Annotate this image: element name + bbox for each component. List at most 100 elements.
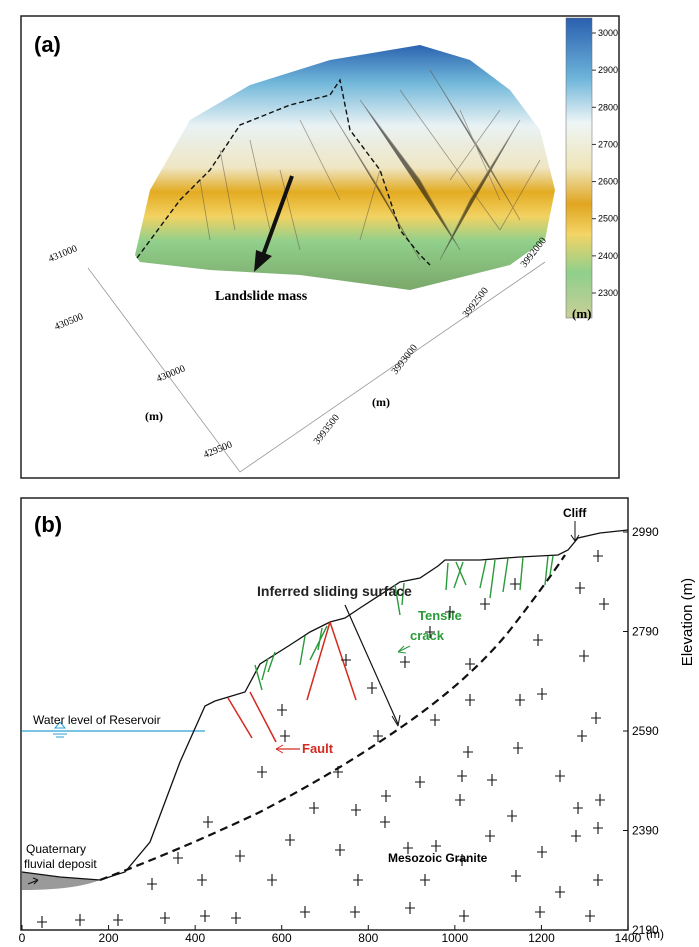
granite-cross — [335, 844, 345, 856]
granite-cross — [457, 770, 467, 782]
granite-cross — [510, 578, 520, 590]
granite-cross — [555, 886, 565, 898]
granite-cross — [415, 776, 425, 788]
deposit-label: fluvial deposit — [24, 857, 97, 871]
y-tick-label: 2190 — [632, 923, 659, 937]
easting-label: 430500 — [53, 311, 85, 332]
granite-cross — [197, 874, 207, 886]
granite-cross — [515, 694, 525, 706]
colorbar-tick-label: 2500 — [598, 214, 618, 224]
granite-cross — [341, 654, 351, 666]
granite-cross — [300, 906, 310, 918]
granite-cross — [351, 804, 361, 816]
y-tick-label: 2990 — [632, 525, 659, 539]
granite-cross — [463, 746, 473, 758]
northing-unit: (m) — [372, 395, 390, 409]
y-tick-label: 2590 — [632, 724, 659, 738]
panel-b-label: (b) — [34, 512, 62, 537]
granite-cross — [555, 770, 565, 782]
x-tick-label: 400 — [185, 931, 205, 942]
granite-cross — [350, 906, 360, 918]
y-tick-label: 2390 — [632, 824, 659, 838]
granite-cross — [537, 846, 547, 858]
figure: (a) Landslide mass (m) (b) Fault Tensile… — [0, 0, 699, 942]
granite-cross — [455, 794, 465, 806]
granite-cross — [405, 902, 415, 914]
granite-cross — [571, 830, 581, 842]
colorbar-tick-label: 3000 — [598, 28, 618, 38]
granite-cross — [533, 634, 543, 646]
granite-cross — [380, 816, 390, 828]
granite-cross — [285, 834, 295, 846]
northing-label: 3993000 — [390, 342, 420, 376]
granite-cross — [400, 656, 410, 668]
granite-cross — [113, 914, 123, 926]
granite-cross — [459, 910, 469, 922]
crack-label: Tensile — [418, 608, 462, 623]
granite-cross — [485, 830, 495, 842]
granite-cross — [160, 912, 170, 924]
granite-cross — [573, 802, 583, 814]
granite-cross — [420, 874, 430, 886]
crack-pointer — [398, 646, 410, 652]
granite-cross — [353, 874, 363, 886]
easting-unit: (m) — [145, 409, 163, 423]
annotation: Landslide mass — [215, 289, 308, 304]
granite-cross — [599, 598, 609, 610]
granite-cross — [203, 816, 213, 828]
colorbar-tick-label: 2800 — [598, 102, 618, 112]
granite-cross — [147, 878, 157, 890]
granite-cross — [513, 742, 523, 754]
granite-cross — [235, 850, 245, 862]
x-tick-label: 800 — [358, 931, 378, 942]
colorbar-tick-label: 2300 — [598, 288, 618, 298]
colorbar-tick-label: 2600 — [598, 177, 618, 187]
sliding-surface — [100, 555, 565, 880]
colorbar-tick-label: 2900 — [598, 65, 618, 75]
faults — [228, 622, 356, 742]
granite-cross — [200, 910, 210, 922]
granite-cross — [593, 550, 603, 562]
cliff-label: Cliff — [563, 506, 587, 520]
granite-cross — [309, 802, 319, 814]
granite-cross — [173, 852, 183, 864]
easting-label: 430000 — [155, 363, 187, 384]
granite-cross — [465, 694, 475, 706]
granite-cross — [381, 790, 391, 802]
granite-cross — [480, 598, 490, 610]
colorbar-tick-label: 2400 — [598, 251, 618, 261]
sliding-pointer — [345, 605, 398, 724]
granite-cross — [591, 712, 601, 724]
colorbar — [566, 18, 592, 318]
granite-cross — [280, 730, 290, 742]
easting-label: 431000 — [47, 243, 79, 264]
northing-label: 3993500 — [312, 412, 342, 446]
granite-cross — [579, 650, 589, 662]
granite-cross — [267, 874, 277, 886]
fault-label: Fault — [302, 741, 334, 756]
granite-cross — [593, 822, 603, 834]
panel-a-label: (a) — [34, 32, 61, 57]
granite-cross — [75, 914, 85, 926]
x-tick-label: 1200 — [528, 931, 555, 942]
colorbar-tick-label: 2700 — [598, 139, 618, 149]
colorbar-unit: (m) — [572, 306, 592, 321]
granite-cross — [430, 714, 440, 726]
granite-symbols — [37, 550, 609, 928]
granite-label: Mesozoic Granite — [388, 851, 488, 865]
granite-cross — [487, 774, 497, 786]
x-tick-label: 200 — [99, 931, 119, 942]
granite-cross — [575, 582, 585, 594]
y-axis-title: Elevation (m) — [679, 578, 696, 666]
y-tick-label: 2790 — [632, 625, 659, 639]
granite-cross — [535, 906, 545, 918]
granite-cross — [585, 910, 595, 922]
granite-cross — [257, 766, 267, 778]
granite-cross — [511, 870, 521, 882]
deposit-label: Quaternary — [26, 842, 86, 856]
granite-cross — [231, 912, 241, 924]
granite-cross — [537, 688, 547, 700]
granite-cross — [277, 704, 287, 716]
water-label: Water level of Reservoir — [33, 713, 161, 727]
granite-cross — [593, 874, 603, 886]
